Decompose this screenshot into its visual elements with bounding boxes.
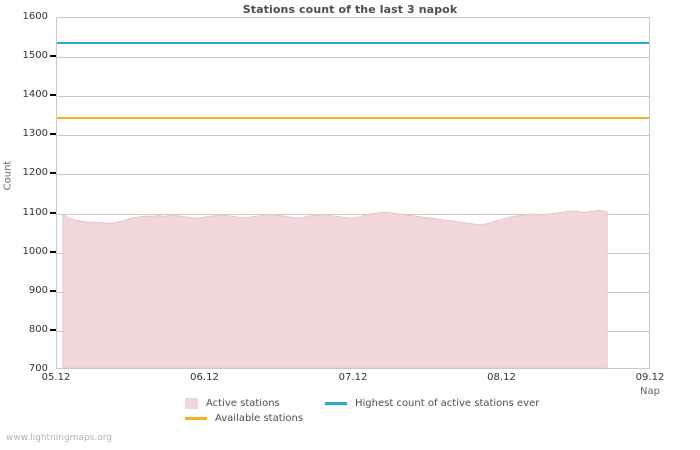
x-tick-label: 07.12 xyxy=(338,372,368,383)
x-axis-title: Nap xyxy=(640,386,660,397)
legend-item-highest-count[interactable]: Highest count of active stations ever xyxy=(325,398,539,409)
x-tick-label: 05.12 xyxy=(41,372,71,383)
y-tick-label: 700 xyxy=(28,363,48,374)
x-tick-label: 09.12 xyxy=(635,372,665,383)
y-tick-label: 800 xyxy=(28,323,48,335)
highest-count-line xyxy=(57,41,649,44)
x-tick-label: 08.12 xyxy=(487,372,516,383)
legend-item-active-stations[interactable]: Active stations xyxy=(185,398,325,409)
watermark: www.lightningmaps.org xyxy=(6,433,112,443)
gridline xyxy=(57,96,649,97)
legend-label: Active stations xyxy=(206,398,280,409)
gridline xyxy=(57,214,649,215)
y-tick-mark xyxy=(50,289,56,292)
y-tick-mark xyxy=(50,172,56,175)
legend-item-available-stations[interactable]: Available stations xyxy=(185,413,325,424)
legend-line-icon xyxy=(325,402,347,405)
legend-row-2: Available stations xyxy=(185,411,655,426)
y-tick-mark xyxy=(50,133,56,136)
plot-area xyxy=(56,17,650,369)
y-tick-label: 1000 xyxy=(22,245,48,257)
y-tick-mark xyxy=(50,250,56,253)
gridline xyxy=(57,174,649,175)
y-tick-mark xyxy=(50,94,56,97)
legend-line-icon xyxy=(185,417,207,420)
chart-legend: Active stations Highest count of active … xyxy=(185,396,655,426)
y-tick-label: 1200 xyxy=(22,167,48,179)
y-tick-mark xyxy=(50,55,56,58)
legend-swatch-icon xyxy=(185,398,198,409)
available-stations-line xyxy=(57,116,649,119)
active-stations-area xyxy=(62,209,608,368)
active-stations-area-path xyxy=(62,209,608,368)
y-tick-label: 1600 xyxy=(22,11,48,22)
y-tick-label: 1400 xyxy=(22,89,48,101)
gridline xyxy=(57,57,649,58)
x-tick-label: 06.12 xyxy=(190,372,219,383)
y-tick-label: 1100 xyxy=(22,206,48,218)
gridline xyxy=(57,135,649,136)
y-tick-label: 1500 xyxy=(22,50,48,62)
chart-title: Stations count of the last 3 napok xyxy=(242,3,458,16)
y-tick-label: 900 xyxy=(28,284,48,296)
y-tick-mark xyxy=(50,328,56,331)
legend-row-1: Active stations Highest count of active … xyxy=(185,396,655,411)
legend-label: Highest count of active stations ever xyxy=(355,398,540,409)
y-tick-mark xyxy=(50,211,56,214)
y-tick-label: 1300 xyxy=(22,128,48,140)
legend-label: Available stations xyxy=(215,413,304,424)
